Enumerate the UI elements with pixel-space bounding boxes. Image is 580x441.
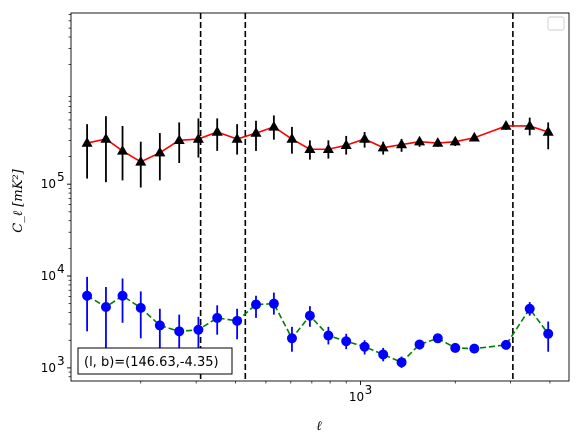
series-1-marker-5 [174,326,185,337]
legend-box [547,16,565,31]
series-0-marker-10 [268,120,280,131]
series-0-marker-8 [231,133,243,143]
series-1-marker-14 [341,336,352,347]
series-1-marker-2 [117,290,128,301]
annotation-frame [77,347,233,375]
series-1-marker-3 [135,302,146,313]
series-0-marker-6 [192,133,204,143]
plot-frame [70,12,570,382]
series-1-marker-19 [432,333,443,344]
series-1-marker-15 [359,341,370,352]
series-0-marker-1 [100,133,112,143]
series-0-marker-13 [322,143,334,153]
vertical-reference-lines [199,13,514,381]
series-1-marker-7 [212,312,223,323]
series-0-marker-5 [173,134,185,145]
series-0 [81,115,554,188]
series-0-marker-15 [359,133,371,143]
series-1-marker-22 [500,339,511,350]
series-0-marker-20 [449,135,461,146]
x-tick-label-exp-0: 3 [365,383,373,397]
series-0-marker-0 [81,137,93,147]
series-0-marker-19 [432,137,444,147]
series-1-marker-24 [543,328,554,339]
series-1-marker-11 [286,333,297,344]
series-0-marker-11 [286,133,298,143]
annotation-box: (l, b)=(146.63,-4.35) [77,347,233,375]
series-1-marker-8 [232,315,243,326]
x-axis-label: ℓ [316,419,322,434]
series-1-marker-20 [450,342,461,353]
annotation-text: (l, b)=(146.63,-4.35) [84,355,219,370]
series-1-marker-13 [323,330,334,341]
series-1-marker-17 [396,357,407,368]
series-1-marker-10 [268,298,279,309]
y-tick-label-2: 10 [41,177,56,191]
series-0-marker-18 [414,135,426,146]
series-1-marker-0 [82,290,93,301]
series-0-marker-2 [117,144,129,155]
series-0-marker-21 [468,131,480,142]
series-0-marker-24 [542,125,554,136]
series-1-marker-12 [304,310,315,321]
series-1-marker-16 [378,349,389,360]
series-0-marker-3 [135,155,147,166]
series-1-marker-9 [250,299,261,310]
series-0-marker-16 [377,141,389,152]
y-tick-label-1: 10 [41,269,56,283]
series-0-marker-14 [340,139,352,150]
axis-ticks: 10 310 310 410 5 [41,14,551,404]
series-1-marker-4 [154,320,165,331]
series-1-marker-1 [100,302,111,313]
plot-area [81,13,554,381]
series-0-marker-12 [304,143,316,153]
series-1-marker-6 [193,324,204,335]
data-series [81,115,554,368]
series-1-marker-21 [469,343,480,354]
series-1-marker-18 [414,339,425,350]
series-0-marker-9 [250,127,262,137]
series-1 [82,276,554,368]
y-tick-label-exp-1: 4 [57,262,65,276]
y-tick-label-exp-0: 3 [57,354,65,368]
y-tick-label-exp-2: 5 [57,170,65,184]
series-0-marker-22 [500,119,512,130]
series-0-marker-7 [211,125,223,136]
series-0-marker-4 [154,146,166,157]
series-0-marker-17 [396,138,408,149]
series-0-marker-23 [524,119,536,130]
y-tick-label-0: 10 [41,361,56,375]
series-1-marker-23 [524,303,535,314]
y-axis-label: C_ℓ [mK²] [11,168,26,232]
x-tick-label-0: 10 [349,390,364,404]
